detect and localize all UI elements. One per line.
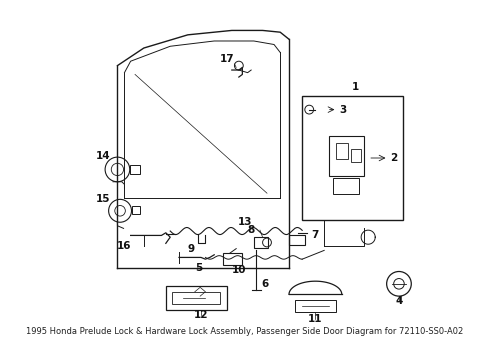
Bar (172, 292, 220, 304)
Bar (329, 136, 364, 176)
Bar (333, 178, 359, 194)
Text: 4: 4 (395, 296, 403, 306)
Bar (166, 285, 227, 310)
Text: 6: 6 (262, 279, 269, 289)
Bar (295, 300, 336, 312)
Text: 5: 5 (195, 263, 202, 273)
Text: 3: 3 (339, 105, 346, 114)
Text: 13: 13 (238, 217, 252, 227)
Text: 17: 17 (220, 54, 235, 64)
Text: 12: 12 (194, 310, 208, 320)
Bar (350, 149, 361, 162)
Text: 15: 15 (96, 194, 111, 204)
Bar (289, 235, 305, 245)
Text: 1: 1 (351, 82, 359, 92)
Bar (302, 96, 403, 220)
Bar (254, 237, 268, 248)
Text: 14: 14 (96, 151, 111, 161)
Text: 7: 7 (312, 230, 319, 239)
Text: 9: 9 (188, 244, 195, 254)
Text: 2: 2 (390, 153, 397, 163)
Text: 11: 11 (308, 314, 322, 324)
Bar (223, 253, 243, 265)
Text: 16: 16 (117, 241, 132, 251)
Text: 8: 8 (247, 225, 255, 235)
Bar (131, 206, 140, 214)
Text: 1995 Honda Prelude Lock & Hardware Lock Assembly, Passenger Side Door Diagram fo: 1995 Honda Prelude Lock & Hardware Lock … (26, 327, 464, 336)
Bar (130, 165, 140, 174)
Bar (336, 143, 348, 159)
Text: 10: 10 (232, 265, 246, 275)
